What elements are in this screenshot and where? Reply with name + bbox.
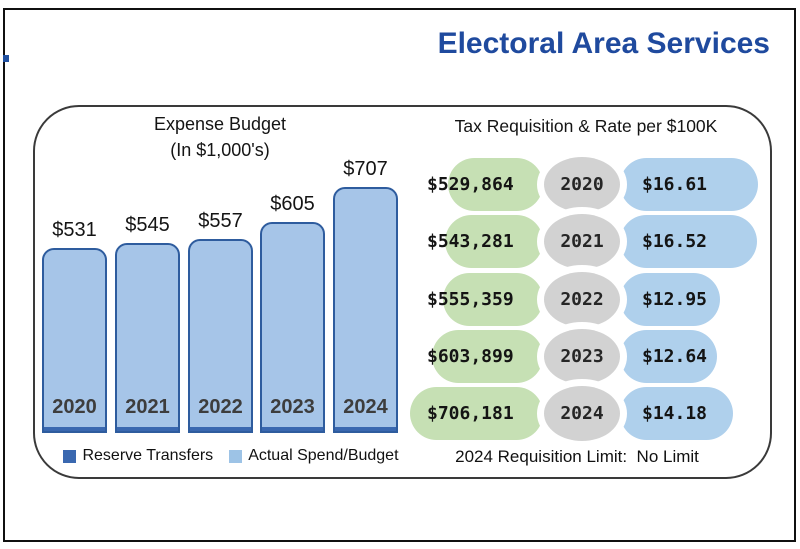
requisition-value: $529,864 [427,174,514,195]
stray-blue-fragment [3,55,9,62]
rate-pill [620,158,758,211]
tax-row-2023: 2023 $603,899 $12.64 [410,328,758,384]
legend-item-0: Reserve Transfers [63,447,213,465]
tax-requisition-table: 2020 $529,864 $16.61 2021 $543,281 $16.52 2022… [410,157,758,444]
rate-pill [620,329,717,383]
expense-chart-title: Expense Budget (In $1,000's) [90,111,350,163]
rate-value: $14.18 [642,403,708,424]
tax-row-2020: 2020 $529,864 $16.61 [410,157,758,212]
tax-row-2022: 2022 $555,359 $12.95 [410,271,758,327]
year-ellipse: 2022 [544,271,620,327]
year-label: 2023 [560,345,604,367]
requisition-pill [445,215,543,269]
requisition-pill [432,329,543,383]
rate-value: $12.64 [642,345,708,367]
expense-chart-title-line1: Expense Budget [153,114,287,134]
requisition-pill [410,387,543,440]
requisition-value: $706,181 [427,403,514,424]
rate-pill [620,272,720,326]
legend-swatch [229,449,243,463]
rate-pill [620,387,733,440]
requisition-limit-note: 2024 Requisition Limit: No Limit [455,447,699,466]
page-title: Electoral Area Services [437,27,770,60]
year-ellipse: 2021 [544,214,620,270]
year-label: 2020 [560,174,604,195]
requisition-value: $603,899 [427,345,514,367]
rate-pill [620,215,757,269]
year-ellipse: 2020 [544,157,620,212]
year-ellipse: 2023 [544,328,620,384]
requisition-value: $543,281 [427,231,514,253]
year-label: 2021 [560,231,604,253]
rate-value: $16.61 [642,174,708,195]
year-label: 2022 [560,288,604,310]
chart-legend: Reserve Transfers Actual Spend/Budget [51,447,411,465]
requisition-pill [443,272,543,326]
legend-label: Actual Spend/Budget [248,447,399,464]
year-label: 2024 [560,403,604,424]
tax-table-title: Tax Requisition & Rate per $100K [454,116,718,136]
year-ellipse: 2024 [544,386,620,441]
requisition-pill [448,158,543,211]
tax-row-2021: 2021 $543,281 $16.52 [410,214,758,270]
legend-swatch [63,449,77,463]
legend-item-1: Actual Spend/Budget [229,447,399,465]
legend-label: Reserve Transfers [82,447,214,464]
expense-chart-title-line2: (In $1,000's) [170,140,270,160]
rate-value: $16.52 [642,231,708,253]
requisition-value: $555,359 [427,288,514,310]
rate-value: $12.95 [642,288,708,310]
tax-row-2024: 2024 $706,181 $14.18 [410,386,758,441]
